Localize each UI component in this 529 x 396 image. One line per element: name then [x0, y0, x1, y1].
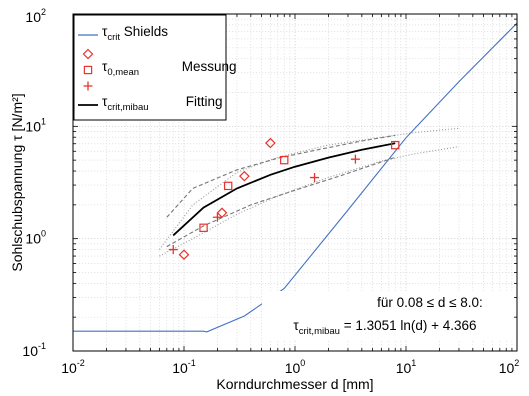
- plus-marker: [168, 245, 178, 255]
- legend-box: [73, 14, 227, 121]
- x-tick-label: 10-2: [61, 358, 85, 376]
- x-tick-exp: -1: [188, 358, 196, 368]
- x-tick-label: 101: [396, 358, 417, 376]
- x-tick-label: 100: [285, 358, 306, 376]
- y-tick-base: 10: [25, 9, 41, 25]
- x-axis-label: Korndurchmesser d [mm]: [216, 376, 373, 392]
- diamond-marker: [82, 48, 94, 60]
- square-marker: [391, 140, 400, 150]
- x-tick-base: 10: [499, 360, 515, 376]
- square-marker: [83, 65, 93, 75]
- annotation-formula: τcrit,mibau = 1.3051 ln(d) + 4.366: [293, 318, 476, 337]
- legend-label-name: Fitting: [182, 94, 223, 109]
- x-tick-exp: -2: [77, 358, 85, 368]
- x-tick-exp: 2: [514, 358, 519, 368]
- legend-label-name: Shields: [120, 24, 168, 39]
- y-tick-exp: 0: [41, 229, 46, 239]
- plus-marker: [350, 154, 360, 164]
- square-marker: [199, 223, 208, 232]
- legend-label: τ0,mean Messung: [102, 59, 237, 78]
- y-tick-label: 100: [25, 229, 46, 247]
- legend-label: τcrit Shields: [102, 24, 168, 43]
- dashed-band-line: [166, 134, 396, 218]
- legend-label-main: τ: [102, 59, 108, 74]
- dashed-band-line: [166, 156, 396, 248]
- plus-marker: [212, 212, 222, 222]
- y-tick-exp: 1: [41, 116, 46, 126]
- y-tick-exp: 2: [41, 7, 46, 17]
- y-tick-exp: -1: [38, 341, 46, 351]
- diamond-marker: [178, 249, 190, 261]
- legend-label-main: τ: [102, 94, 108, 109]
- legend-label-main: τ: [102, 24, 108, 39]
- annotation-sub: crit,mibau: [299, 326, 340, 337]
- x-tick-label: 102: [499, 358, 520, 376]
- legend-label-sub: crit: [107, 32, 120, 43]
- dotted-band-line: [159, 146, 460, 257]
- annotation: für 0.08 ≤ d ≤ 8.0: τcrit,mibau = 1.3051…: [262, 291, 514, 339]
- x-tick-base: 10: [285, 360, 301, 376]
- y-tick-base: 10: [25, 118, 41, 134]
- plus-marker: [310, 173, 320, 183]
- square-marker: [223, 181, 233, 191]
- legend-label: τcrit,mibau Fitting: [102, 94, 223, 113]
- shields-line: [73, 22, 518, 333]
- diamond-marker: [265, 137, 276, 149]
- annotation-tau: τ: [293, 318, 299, 333]
- y-tick-label: 101: [25, 116, 46, 134]
- annotation-rest: = 1.3051 ln(d) + 4.366: [340, 318, 477, 333]
- legend-label-sub: crit,mibau: [107, 102, 148, 113]
- dotted-band-line: [158, 127, 460, 250]
- annotation-box: [262, 291, 514, 339]
- x-tick-exp: 1: [411, 358, 416, 368]
- diamond-marker: [216, 207, 228, 219]
- legend-label-name: Messung: [178, 59, 237, 74]
- x-tick-label: 10-1: [172, 358, 196, 376]
- legend-label-sub: 0,mean: [107, 67, 139, 78]
- x-tick-exp: 0: [300, 358, 305, 368]
- annotation-line1: für 0.08 ≤ d ≤ 8.0:: [377, 295, 483, 310]
- plus-marker: [83, 81, 93, 91]
- x-tick-base: 10: [172, 360, 188, 376]
- fitting-line: [172, 142, 396, 237]
- y-tick-label: 10-1: [22, 341, 46, 359]
- x-tick-base: 10: [396, 360, 412, 376]
- diamond-marker: [239, 170, 250, 182]
- x-tick-base: 10: [61, 360, 77, 376]
- y-axis-label: Sohlschubspannung τ [N/m²]: [9, 93, 25, 271]
- series-layer: [73, 22, 518, 333]
- y-tick-label: 102: [25, 7, 46, 25]
- y-tick-base: 10: [22, 343, 38, 359]
- square-marker: [280, 155, 289, 165]
- y-tick-base: 10: [25, 231, 41, 247]
